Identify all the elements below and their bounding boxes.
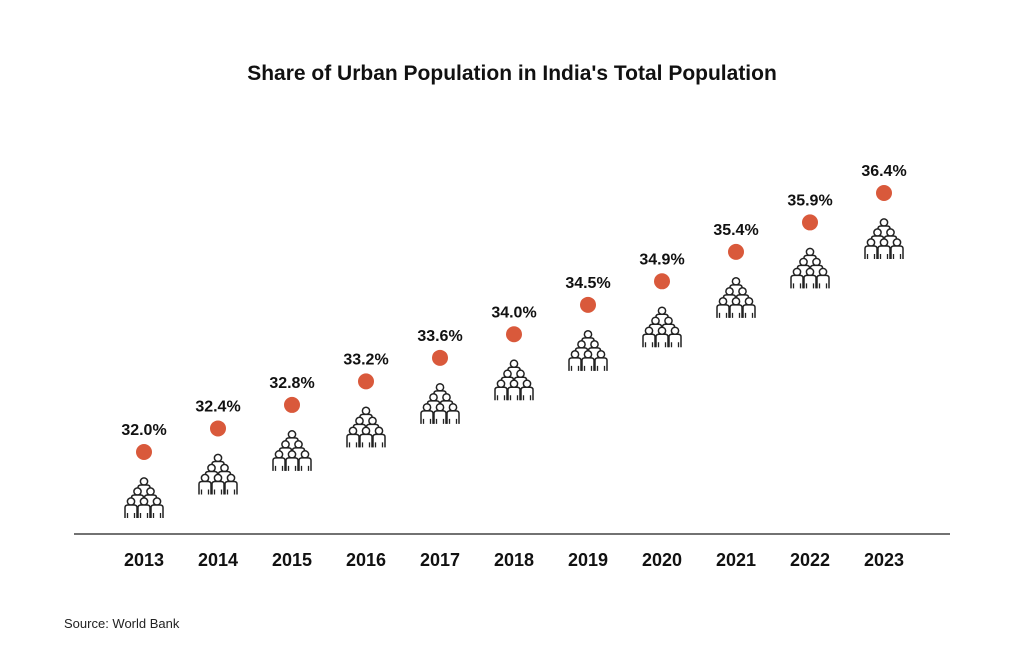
x-tick-label: 2022 bbox=[790, 550, 830, 570]
people-group-icon bbox=[717, 278, 755, 318]
x-tick-label: 2015 bbox=[272, 550, 312, 570]
data-point bbox=[284, 396, 300, 413]
x-tick-label: 2020 bbox=[642, 550, 682, 570]
x-tick-label: 2023 bbox=[864, 550, 904, 570]
people-group-icon bbox=[273, 431, 311, 471]
people-group-icon bbox=[347, 407, 385, 447]
data-label: 32.4% bbox=[195, 398, 240, 415]
data-point bbox=[432, 349, 448, 366]
data-point bbox=[802, 214, 818, 231]
data-label: 32.8% bbox=[269, 375, 314, 392]
data-point bbox=[654, 273, 670, 290]
x-tick-label: 2014 bbox=[198, 550, 238, 570]
data-label: 36.4% bbox=[861, 163, 906, 180]
data-label: 33.2% bbox=[343, 351, 388, 368]
data-point bbox=[580, 296, 596, 313]
data-label: 34.5% bbox=[565, 275, 610, 292]
people-group-icon bbox=[495, 360, 533, 400]
chart-title: Share of Urban Population in India's Tot… bbox=[247, 62, 777, 85]
x-tick-label: 2019 bbox=[568, 550, 608, 570]
data-label: 35.4% bbox=[713, 222, 758, 239]
people-group-icon bbox=[421, 384, 459, 424]
people-group-icon bbox=[125, 478, 163, 518]
people-group-icon bbox=[569, 331, 607, 371]
data-point bbox=[728, 243, 744, 260]
data-label: 34.9% bbox=[639, 251, 684, 268]
data-point bbox=[136, 444, 152, 460]
data-label: 34.0% bbox=[491, 304, 536, 321]
people-group-icon bbox=[643, 307, 681, 347]
x-tick-label: 2013 bbox=[124, 550, 164, 570]
people-group-icon bbox=[865, 219, 903, 259]
data-point bbox=[506, 326, 522, 343]
source-note: Source: World Bank bbox=[64, 616, 180, 631]
x-tick-label: 2017 bbox=[420, 550, 460, 570]
people-group-icon bbox=[791, 248, 829, 288]
x-tick-label: 2016 bbox=[346, 550, 386, 570]
people-group-icon bbox=[199, 454, 237, 494]
data-point bbox=[210, 420, 226, 437]
x-tick-label: 2021 bbox=[716, 550, 756, 570]
data-label: 32.0% bbox=[121, 422, 166, 439]
x-tick-label: 2018 bbox=[494, 550, 534, 570]
data-point bbox=[876, 185, 892, 201]
data-label: 33.6% bbox=[417, 328, 462, 345]
data-point bbox=[358, 373, 374, 390]
data-label: 35.9% bbox=[787, 192, 832, 209]
